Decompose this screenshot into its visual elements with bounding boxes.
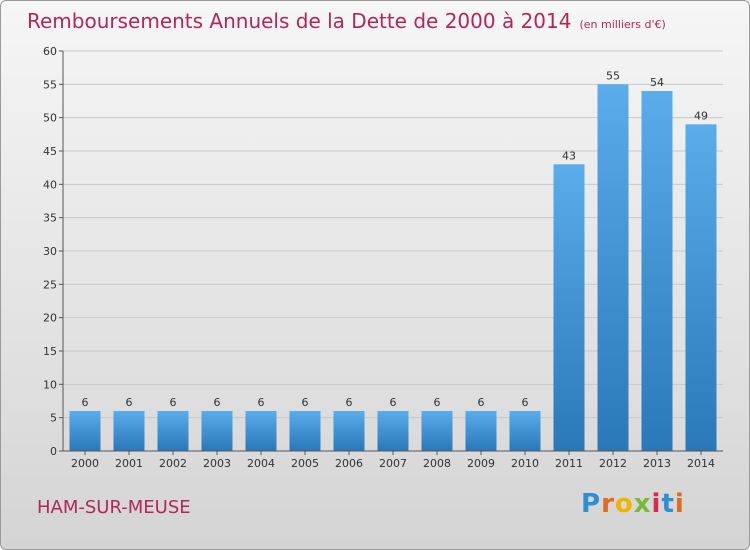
bar-value-label: 6 [434, 396, 441, 409]
bar [553, 164, 585, 452]
x-tick-label: 2007 [379, 457, 407, 470]
x-tick-label: 2012 [599, 457, 627, 470]
bar [245, 411, 277, 451]
x-tick-label: 2003 [203, 457, 231, 470]
bar-value-label: 54 [650, 76, 664, 89]
proxiti-logo: Proxiti [581, 489, 685, 519]
x-tick-label: 2013 [643, 457, 671, 470]
x-tick-label: 2014 [687, 457, 715, 470]
x-tick-label: 2000 [71, 457, 99, 470]
bar [597, 84, 629, 451]
bar [421, 411, 453, 451]
bar [509, 411, 541, 451]
x-tick-label: 2002 [159, 457, 187, 470]
logo-letter: P [581, 489, 602, 519]
bar [377, 411, 409, 451]
y-tick-label: 10 [43, 378, 57, 391]
y-tick-label: 55 [43, 78, 57, 91]
bar-value-label: 6 [478, 396, 485, 409]
logo-letter: r [601, 489, 615, 519]
x-tick-label: 2006 [335, 457, 363, 470]
bar-value-label: 6 [346, 396, 353, 409]
y-tick-label: 50 [43, 112, 57, 125]
x-tick-label: 2001 [115, 457, 143, 470]
bar-value-label: 6 [258, 396, 265, 409]
bar [685, 124, 717, 451]
y-tick-label: 5 [50, 412, 57, 425]
x-tick-label: 2009 [467, 457, 495, 470]
y-tick-label: 60 [43, 45, 57, 58]
chart-subtitle: (en milliers d'€) [579, 18, 666, 31]
logo-letter: i [674, 489, 685, 519]
bar-value-label: 6 [126, 396, 133, 409]
y-tick-label: 40 [43, 178, 57, 191]
x-tick-label: 2011 [555, 457, 583, 470]
y-tick-label: 0 [50, 445, 57, 458]
bar-value-label: 6 [82, 396, 89, 409]
x-tick-label: 2004 [247, 457, 275, 470]
bar-value-label: 55 [606, 69, 620, 82]
bar [333, 411, 365, 451]
bar-value-label: 6 [390, 396, 397, 409]
y-tick-label: 30 [43, 245, 57, 258]
commune-name: HAM-SUR-MEUSE [37, 497, 191, 518]
bars: 6 6 6 6 6 6 6 6 6 6 6 43 55 54 49 [69, 69, 717, 452]
logo-letter: o [614, 489, 634, 519]
bar [69, 411, 101, 451]
logo-letter: t [661, 489, 675, 519]
x-tick-label: 2005 [291, 457, 319, 470]
bar [157, 411, 189, 451]
bar-value-label: 6 [522, 396, 529, 409]
axes: 0 5 10 15 20 25 30 35 40 45 50 55 60 2000 2001 2002 2003… [43, 45, 723, 470]
y-tick-label: 25 [43, 278, 57, 291]
logo-letter: x [633, 489, 652, 519]
bar-value-label: 43 [562, 149, 576, 162]
x-tick-label: 2008 [423, 457, 451, 470]
bar-value-label: 6 [170, 396, 177, 409]
chart-title: Remboursements Annuels de la Dette de 20… [27, 9, 666, 33]
bar-value-label: 49 [694, 109, 708, 122]
logo-letter: i [651, 489, 662, 519]
x-tick-label: 2010 [511, 457, 539, 470]
bar [201, 411, 233, 451]
bar [641, 91, 673, 451]
y-tick-label: 20 [43, 312, 57, 325]
bar [289, 411, 321, 451]
y-tick-label: 35 [43, 212, 57, 225]
bar-value-label: 6 [214, 396, 221, 409]
bar [113, 411, 145, 451]
y-tick-label: 45 [43, 145, 57, 158]
y-tick-label: 15 [43, 345, 57, 358]
bar [465, 411, 497, 451]
bar-value-label: 6 [302, 396, 309, 409]
